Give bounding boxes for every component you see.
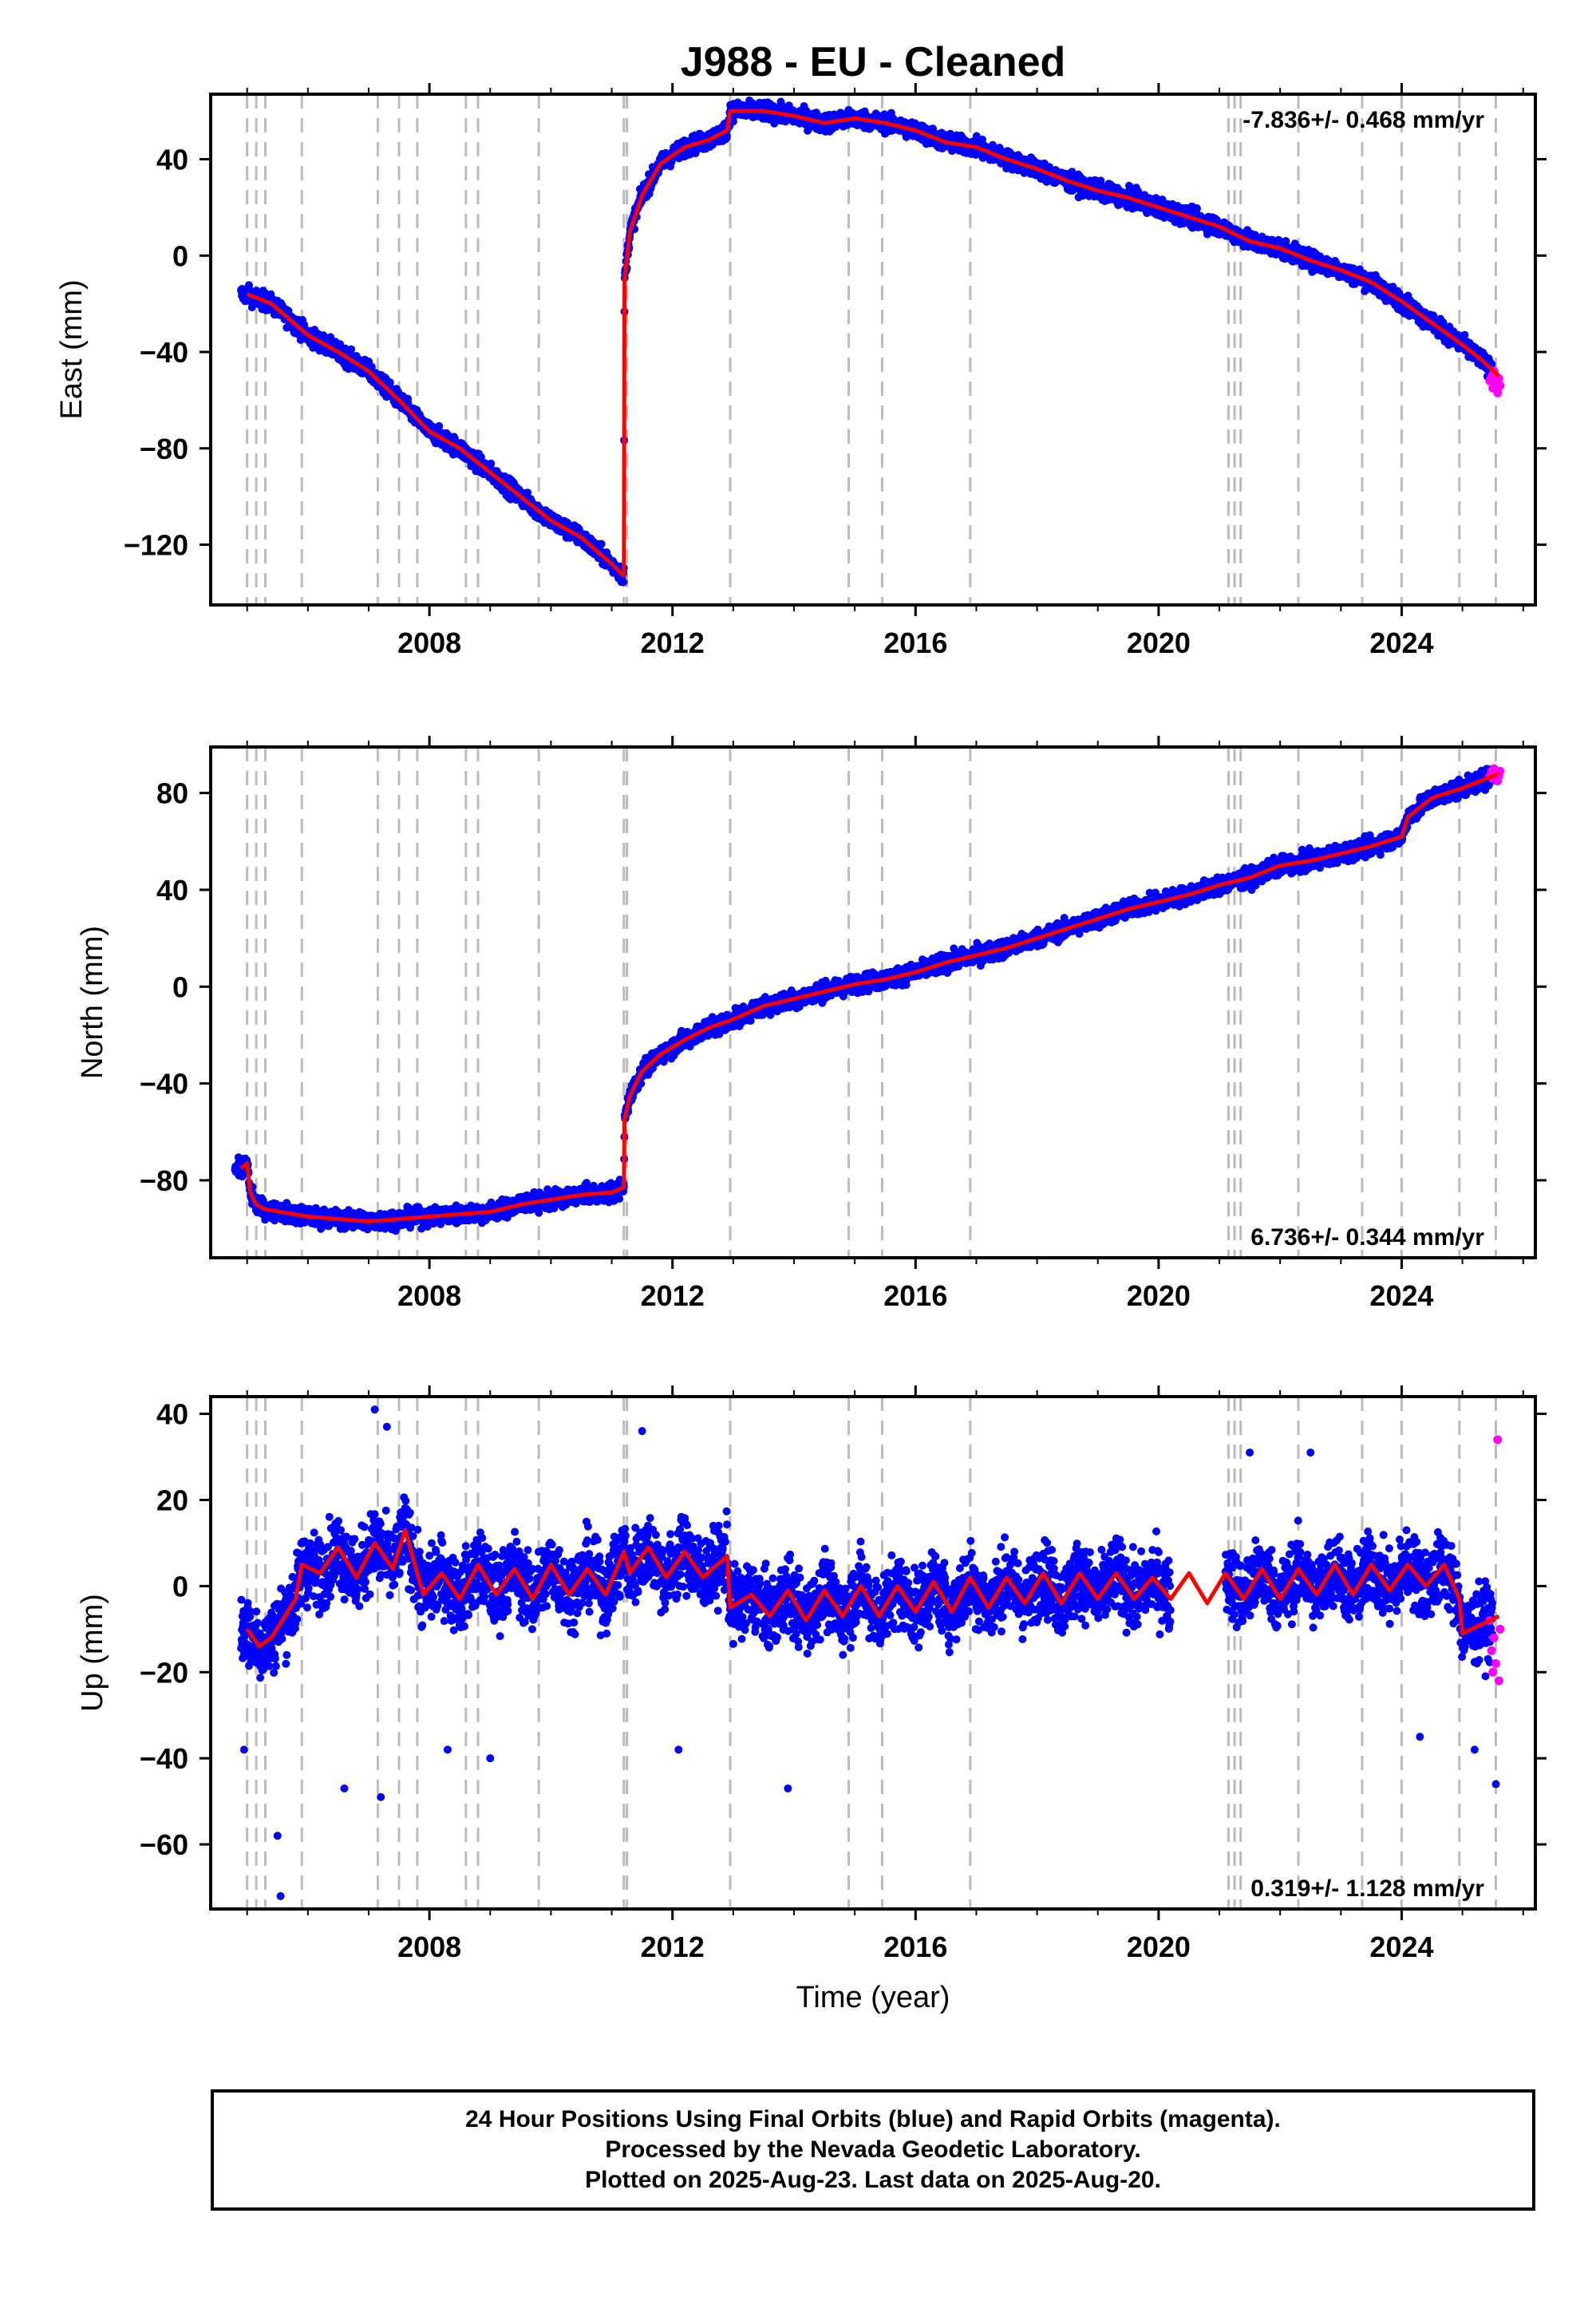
position-point bbox=[347, 345, 356, 354]
velocity-estimate: -7.836+/- 0.468 mm/yr bbox=[1242, 107, 1484, 133]
y-tick-label: 0 bbox=[172, 239, 188, 272]
position-point bbox=[619, 578, 628, 587]
x-tick-label: 2012 bbox=[641, 626, 705, 659]
daily-positions bbox=[237, 96, 1497, 587]
model-fit-line bbox=[246, 109, 1500, 579]
x-tick-label: 2008 bbox=[397, 626, 461, 659]
east-panel: 2008 2012 2016 2020 2024 40 0 −40 −80 −120 East (m… bbox=[55, 83, 1547, 659]
y-tick-label: 40 bbox=[156, 144, 188, 176]
y-tick-label: −120 bbox=[124, 529, 188, 562]
position-point bbox=[367, 362, 376, 371]
figure-title: J988 - EU - Cleaned bbox=[681, 39, 1066, 85]
position-point bbox=[247, 303, 256, 312]
position-point bbox=[435, 421, 444, 430]
x-tick-label: 2024 bbox=[1369, 626, 1433, 659]
daily-positions bbox=[231, 765, 1497, 1235]
y-tick-label: −40 bbox=[140, 336, 188, 369]
y-tick-label: −80 bbox=[140, 433, 188, 465]
plot-frame bbox=[209, 93, 1537, 607]
position-point bbox=[597, 539, 606, 548]
y-axis-label: East (mm) bbox=[55, 279, 89, 419]
rapid-orbit-point bbox=[1495, 381, 1505, 390]
x-tick-label: 2020 bbox=[1127, 626, 1191, 659]
x-tick-label: 2016 bbox=[883, 626, 947, 659]
